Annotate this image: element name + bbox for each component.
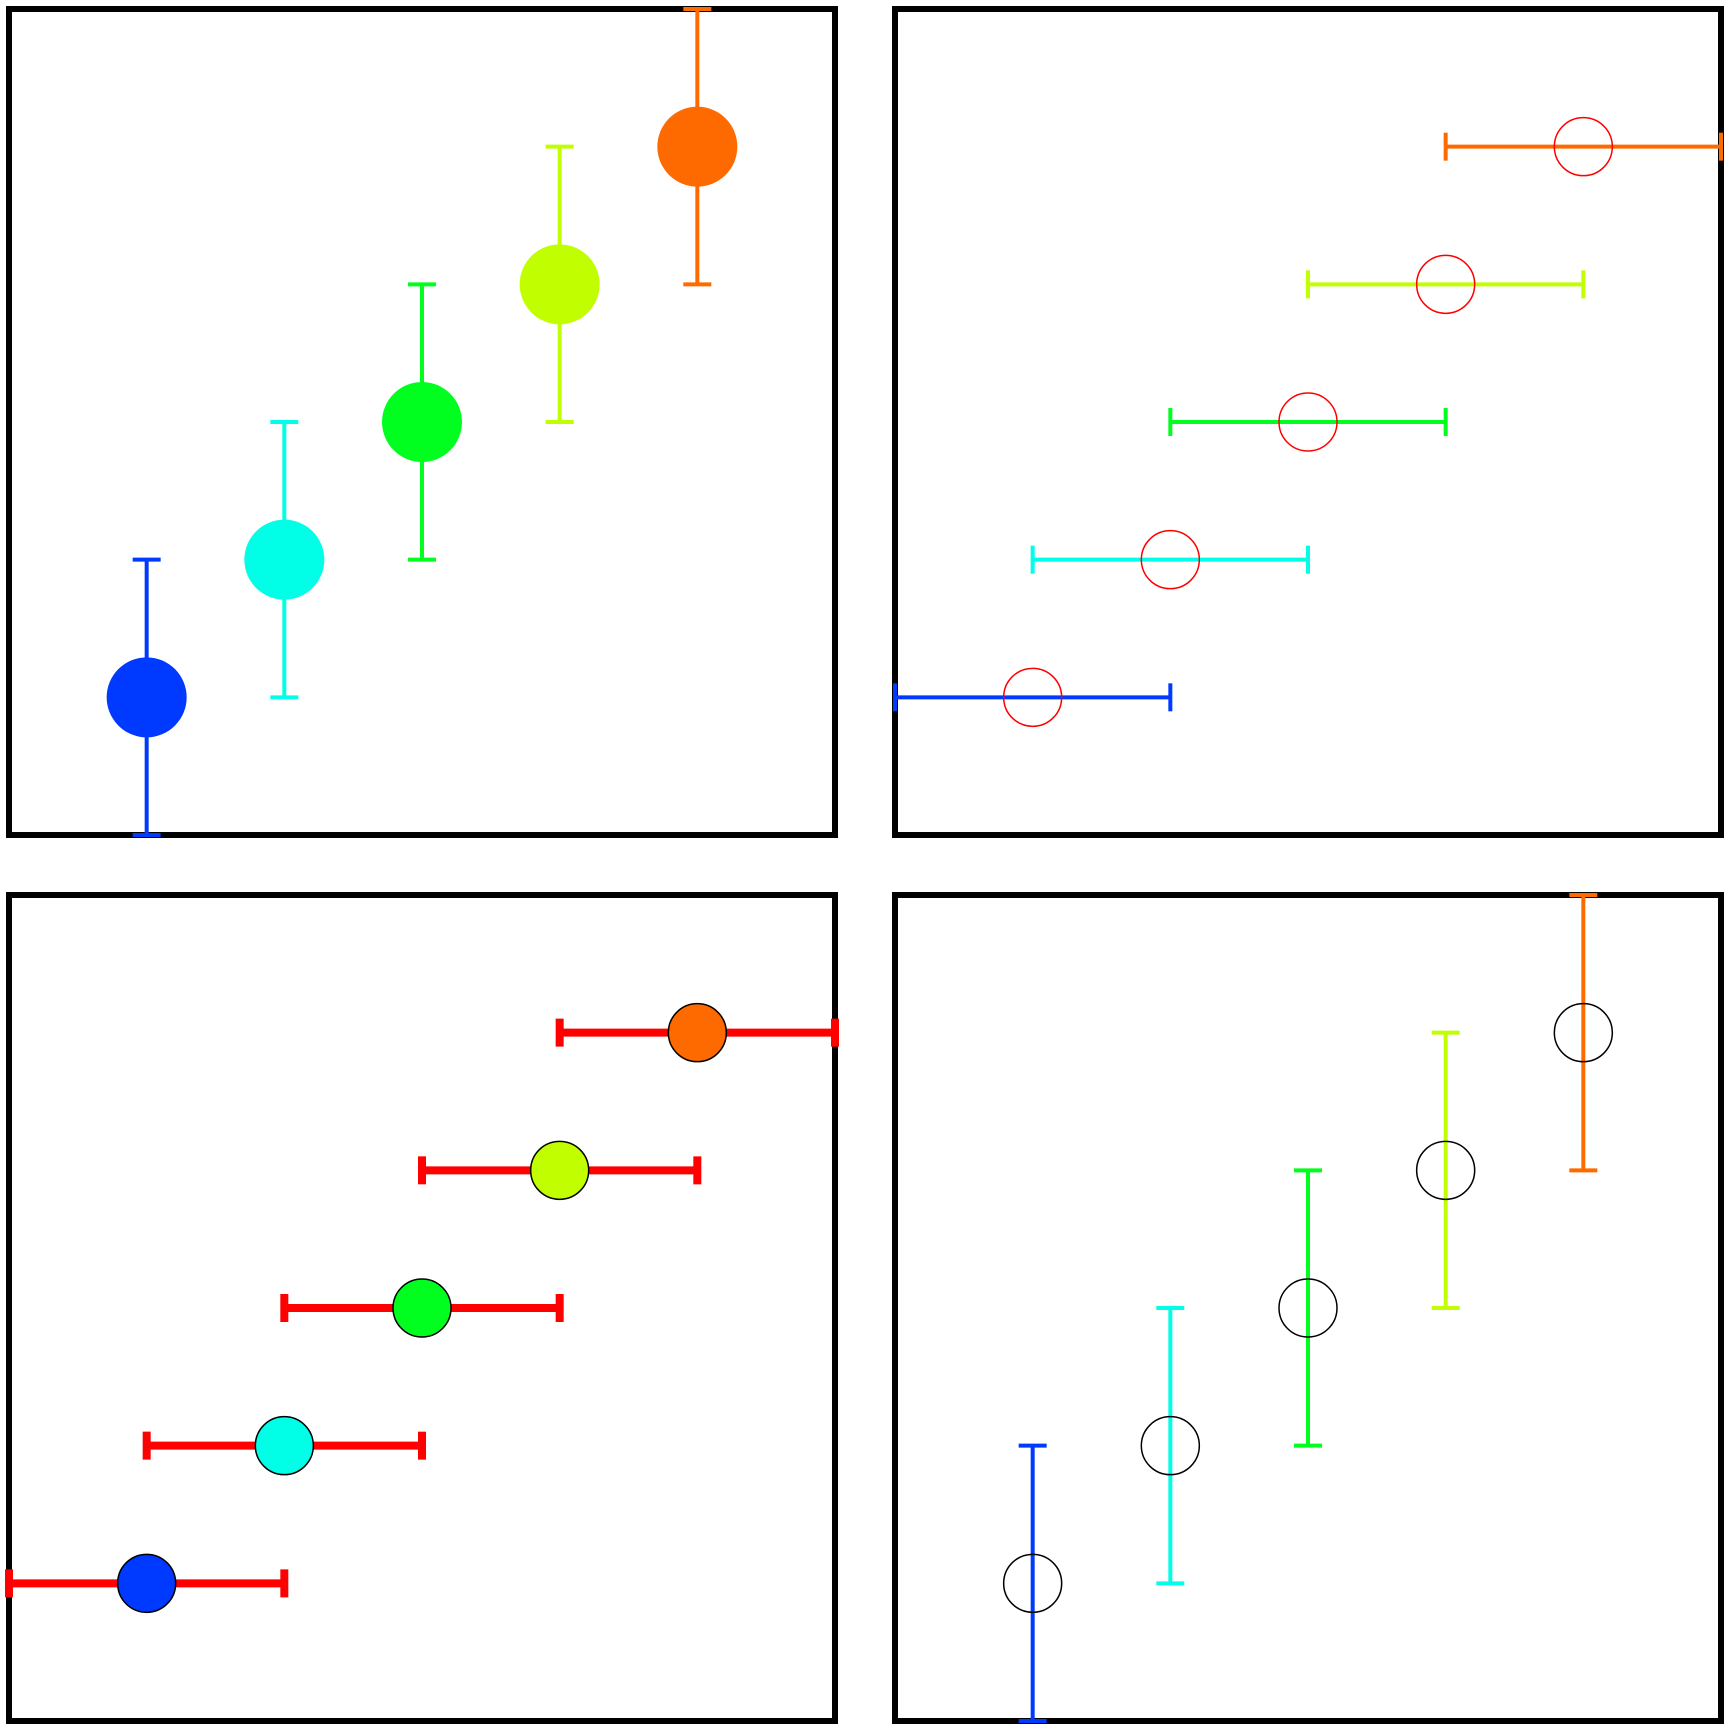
- data-point: [244, 519, 325, 600]
- data-point: [1002, 1553, 1063, 1614]
- data-point: [382, 382, 462, 462]
- data-point: [1002, 667, 1063, 728]
- data-point: [529, 1140, 590, 1201]
- axes-frame: [892, 6, 1724, 838]
- axes-frame: [892, 892, 1724, 1724]
- data-point: [1553, 116, 1614, 177]
- data-point: [1140, 1415, 1201, 1476]
- data-point: [254, 1415, 315, 1476]
- panel-bottom-left: [5, 892, 839, 1724]
- data-point: [657, 106, 738, 187]
- data-point: [106, 657, 187, 738]
- data-point: [1278, 392, 1338, 452]
- axes-frame: [6, 892, 838, 1724]
- data-point: [116, 1553, 177, 1614]
- panel-top-left: [6, 6, 838, 838]
- data-point: [1415, 1140, 1476, 1201]
- data-point: [1415, 254, 1476, 315]
- data-point: [1140, 529, 1201, 590]
- panel-top-right: [892, 6, 1724, 838]
- data-point: [519, 244, 600, 325]
- data-point: [1278, 1278, 1338, 1338]
- axes-frame: [6, 6, 838, 838]
- data-point: [1553, 1002, 1614, 1063]
- data-point: [667, 1002, 728, 1063]
- panel-bottom-right: [892, 892, 1724, 1724]
- data-point: [392, 1278, 452, 1338]
